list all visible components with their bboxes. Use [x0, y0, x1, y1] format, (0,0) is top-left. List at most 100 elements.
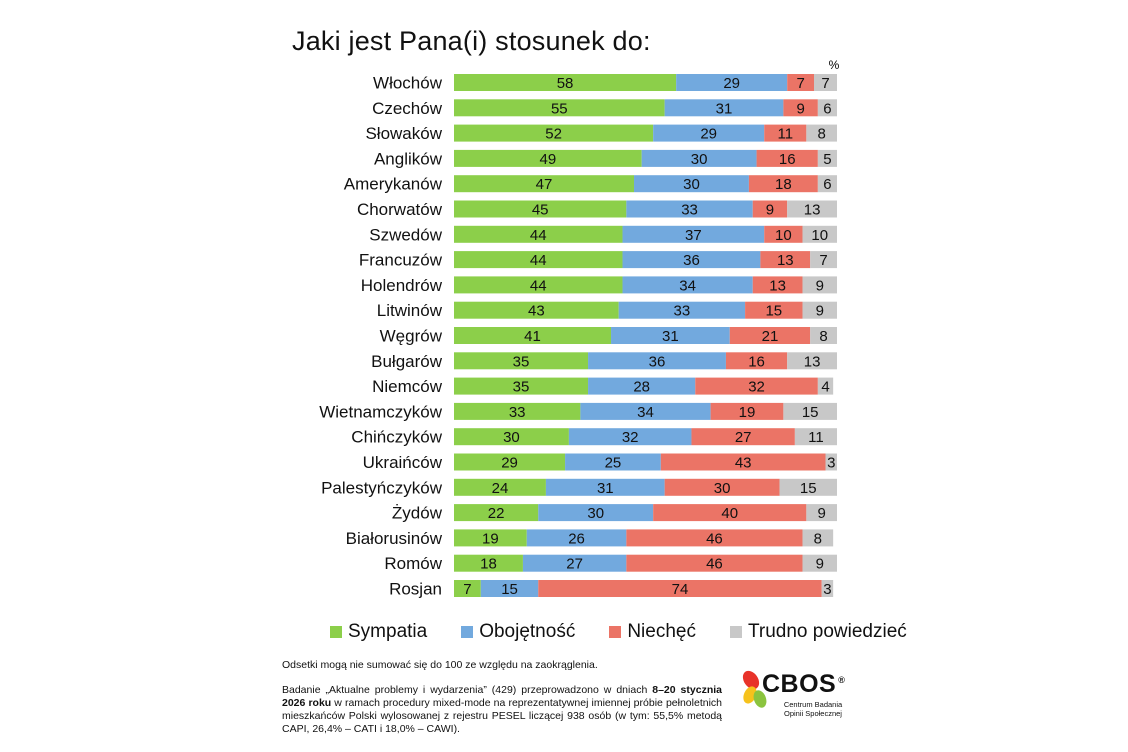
value-label-trudno-ukraincow: 3: [827, 455, 835, 472]
value-label-niechec-zydow: 40: [721, 505, 738, 522]
category-label-niemcow: Niemców: [372, 377, 443, 396]
value-label-trudno-wegrow: 8: [819, 328, 827, 345]
legend-item-niechec: Niechęć: [609, 621, 696, 643]
value-label-obojetnosc-bulgarow: 36: [649, 353, 666, 370]
value-label-niechec-czechow: 9: [796, 100, 804, 117]
category-label-rosjan: Rosjan: [389, 580, 442, 599]
value-label-sympatia-francuzow: 44: [530, 252, 547, 269]
value-label-sympatia-bialorusinow: 19: [482, 530, 499, 547]
value-label-niechec-wlochow: 7: [796, 75, 804, 92]
cbos-logo-name: CBOS ®: [762, 670, 846, 698]
category-label-slowakow: Słowaków: [365, 124, 442, 143]
bar-sympatia-romow: [454, 554, 523, 572]
value-label-trudno-wietnamczykow: 15: [802, 404, 819, 421]
value-label-sympatia-rosjan: 7: [463, 581, 471, 598]
bar-niechec-chorwatow: [752, 200, 788, 218]
bar-trudno-romow: [802, 554, 837, 572]
bar-niechec-szwedow: [764, 225, 803, 243]
bar-trudno-niemcow: [817, 377, 834, 395]
method-dates: 8–20 stycznia 2026 roku: [282, 684, 722, 709]
bar-niechec-anglikow: [756, 149, 818, 167]
value-label-sympatia-czechow: 55: [551, 100, 568, 117]
value-label-obojetnosc-rosjan: 15: [501, 581, 518, 598]
value-label-obojetnosc-holendrow: 34: [679, 277, 696, 294]
value-label-sympatia-amerykanow: 47: [536, 176, 553, 193]
value-label-sympatia-chorwatow: 45: [532, 202, 549, 219]
legend-swatch-obojetnosc: [461, 626, 474, 638]
bar-trudno-francuzow: [810, 251, 837, 269]
bar-trudno-bulgarow: [787, 352, 837, 370]
bar-trudno-czechow: [817, 99, 837, 117]
method-text-2: w ramach procedury mixed-mode na repreze…: [282, 697, 722, 735]
value-label-sympatia-romow: 18: [480, 556, 497, 573]
bar-obojetnosc-wegrow: [611, 327, 730, 344]
bar-obojetnosc-bialorusinow: [526, 529, 627, 547]
bar-obojetnosc-slowakow: [653, 124, 765, 142]
bar-niechec-wlochow: [787, 74, 815, 91]
bar-sympatia-chinczykow: [454, 428, 569, 446]
bar-obojetnosc-romow: [522, 554, 627, 572]
legend-label-sympatia: Sympatia: [348, 621, 428, 642]
unit-label: %: [829, 58, 840, 72]
bar-trudno-wietnamczykow: [783, 402, 837, 420]
category-label-wegrow: Węgrów: [380, 327, 443, 346]
value-label-sympatia-wietnamczykow: 33: [509, 404, 526, 421]
value-label-obojetnosc-romow: 27: [566, 556, 583, 573]
methodology-note: Badanie „Aktualne problemy i wydarzenia”…: [282, 684, 722, 736]
bar-trudno-palestynczykow: [779, 478, 837, 496]
bar-niechec-rosjan: [538, 580, 822, 597]
value-label-obojetnosc-amerykanow: 30: [683, 176, 700, 193]
bar-obojetnosc-szwedow: [622, 225, 765, 243]
bar-obojetnosc-amerykanow: [634, 175, 749, 193]
bar-sympatia-rosjan: [454, 580, 481, 597]
bar-obojetnosc-czechow: [664, 99, 784, 117]
value-label-niechec-szwedow: 10: [775, 227, 792, 244]
value-label-sympatia-litwinow: 43: [528, 303, 545, 320]
value-label-obojetnosc-niemcow: 28: [633, 379, 650, 396]
value-label-niechec-wegrow: 21: [762, 328, 779, 345]
category-label-szwedow: Szwedów: [369, 225, 442, 244]
cbos-logo-mark: [742, 670, 767, 708]
category-label-litwinow: Litwinów: [377, 301, 443, 320]
bar-niechec-palestynczykow: [664, 478, 780, 496]
value-label-niechec-romow: 46: [706, 556, 723, 573]
value-label-obojetnosc-slowakow: 29: [700, 126, 717, 143]
category-label-francuzow: Francuzów: [359, 251, 443, 270]
value-label-niechec-wietnamczykow: 19: [739, 404, 756, 421]
value-label-trudno-amerykanow: 6: [823, 176, 831, 193]
bar-trudno-slowakow: [806, 124, 837, 142]
category-label-chinczykow: Chińczyków: [351, 428, 442, 447]
value-label-niechec-litwinow: 15: [765, 303, 782, 320]
value-label-niechec-chinczykow: 27: [735, 429, 752, 446]
bar-sympatia-slowakow: [454, 124, 654, 142]
value-label-obojetnosc-chorwatow: 33: [681, 202, 698, 219]
value-label-sympatia-niemcow: 35: [513, 379, 530, 396]
bar-obojetnosc-chinczykow: [568, 428, 692, 446]
value-label-sympatia-bulgarow: 35: [513, 353, 530, 370]
value-label-trudno-palestynczykow: 15: [800, 480, 817, 497]
bar-niechec-czechow: [783, 99, 818, 117]
bar-obojetnosc-zydow: [538, 504, 654, 522]
bar-trudno-litwinow: [802, 301, 837, 319]
value-label-trudno-szwedow: 10: [811, 227, 828, 244]
bar-sympatia-chorwatow: [454, 200, 627, 218]
bar-trudno-chorwatow: [787, 200, 837, 218]
bar-niechec-zydow: [653, 504, 807, 522]
value-label-obojetnosc-szwedow: 37: [685, 227, 702, 244]
bar-obojetnosc-ukraincow: [565, 453, 661, 471]
bar-obojetnosc-holendrow: [622, 276, 753, 294]
bar-sympatia-bulgarow: [454, 352, 589, 370]
value-label-niechec-palestynczykow: 30: [714, 480, 731, 497]
bar-obojetnosc-anglikow: [641, 149, 757, 167]
value-label-niechec-francuzow: 13: [777, 252, 794, 269]
bar-sympatia-wegrow: [454, 327, 612, 344]
bar-niechec-amerykanow: [748, 175, 818, 193]
value-label-niechec-bulgarow: 16: [748, 353, 765, 370]
value-label-obojetnosc-litwinow: 33: [674, 303, 691, 320]
value-label-obojetnosc-bialorusinow: 26: [568, 530, 585, 547]
value-label-niechec-rosjan: 74: [672, 581, 689, 598]
bar-sympatia-francuzow: [454, 251, 623, 269]
bar-niechec-chinczykow: [691, 428, 795, 446]
bar-obojetnosc-rosjan: [480, 580, 539, 597]
legend-label-niechec: Niechęć: [627, 621, 696, 642]
